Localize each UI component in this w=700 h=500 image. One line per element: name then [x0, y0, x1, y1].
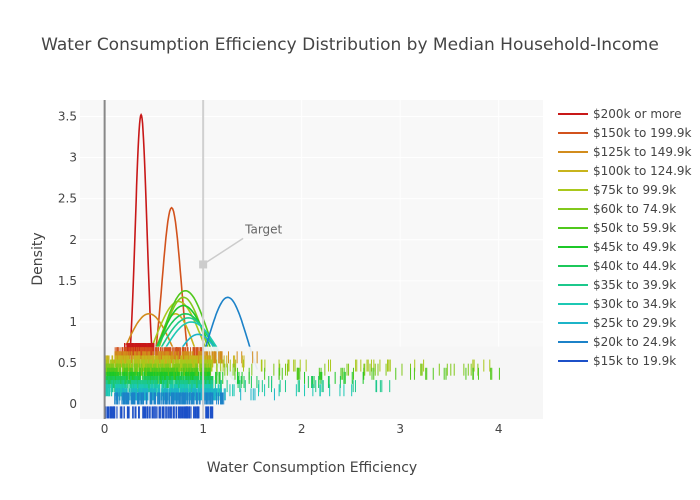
rug-marks — [104, 343, 500, 419]
y-tick-label: 1 — [69, 315, 77, 329]
legend-label: $30k to 34.9k — [593, 297, 676, 311]
legend-item[interactable]: $25k to 29.9k — [558, 316, 676, 330]
annotation-label: Target — [244, 222, 282, 236]
legend-label: $200k or more — [593, 107, 681, 121]
legend-label: $125k to 149.9k — [593, 145, 692, 159]
y-axis-ticks: 0 0.5 1 1.5 2 2.5 3 3.5 — [58, 109, 77, 411]
annotation-marker — [199, 260, 208, 269]
y-tick-label: 0.5 — [58, 356, 77, 370]
legend-item[interactable]: $45k to 49.9k — [558, 240, 676, 254]
legend-label: $20k to 24.9k — [593, 335, 676, 349]
chart-title: Water Consumption Efficiency Distributio… — [41, 35, 659, 55]
legend-label: $60k to 74.9k — [593, 202, 676, 216]
legend-label: $150k to 199.9k — [593, 126, 692, 140]
legend-label: $45k to 49.9k — [593, 240, 676, 254]
x-axis-ticks: 0 1 2 3 4 — [101, 422, 503, 436]
x-tick-label: 3 — [396, 422, 404, 436]
x-axis-title: Water Consumption Efficiency — [207, 460, 417, 476]
y-tick-label: 2.5 — [58, 192, 77, 206]
legend-item[interactable]: $30k to 34.9k — [558, 297, 676, 311]
x-tick-label: 0 — [101, 422, 109, 436]
legend-item[interactable]: $35k to 39.9k — [558, 278, 676, 292]
x-tick-label: 1 — [199, 422, 207, 436]
y-tick-label: 3.5 — [58, 109, 77, 123]
y-tick-label: 3 — [69, 151, 77, 165]
y-tick-label: 0 — [69, 397, 77, 411]
legend-item[interactable]: $200k or more — [558, 107, 681, 121]
legend-item[interactable]: $100k to 124.9k — [558, 164, 692, 178]
legend-item[interactable]: $60k to 74.9k — [558, 202, 676, 216]
rug-series — [114, 392, 225, 405]
legend-item[interactable]: $125k to 149.9k — [558, 145, 692, 159]
target-annotation: Target — [199, 222, 283, 269]
y-tick-label: 1.5 — [58, 274, 77, 288]
y-tick-label: 2 — [69, 233, 77, 247]
legend[interactable]: $200k or more $150k to 199.9k $125k to 149… — [558, 107, 692, 368]
density-curve — [125, 113, 157, 392]
legend-label: $40k to 44.9k — [593, 259, 676, 273]
annotation-arrow — [202, 237, 244, 266]
density-curve — [197, 296, 259, 370]
legend-label: $35k to 39.9k — [593, 278, 676, 292]
legend-item[interactable]: $40k to 44.9k — [558, 259, 676, 273]
legend-label: $15k to 19.9k — [593, 354, 676, 368]
legend-label: $100k to 124.9k — [593, 164, 692, 178]
legend-item[interactable]: $75k to 99.9k — [558, 183, 676, 197]
legend-label: $75k to 99.9k — [593, 183, 676, 197]
legend-item[interactable]: $150k to 199.9k — [558, 126, 692, 140]
legend-item[interactable]: $50k to 59.9k — [558, 221, 676, 235]
legend-label: $25k to 29.9k — [593, 316, 676, 330]
reference-lines — [103, 100, 205, 419]
legend-item[interactable]: $20k to 24.9k — [558, 335, 676, 349]
x-tick-label: 2 — [298, 422, 306, 436]
x-tick-label: 4 — [495, 422, 503, 436]
y-axis-title: Density — [30, 232, 46, 285]
legend-item[interactable]: $15k to 19.9k — [558, 354, 676, 368]
legend-label: $50k to 59.9k — [593, 221, 676, 235]
